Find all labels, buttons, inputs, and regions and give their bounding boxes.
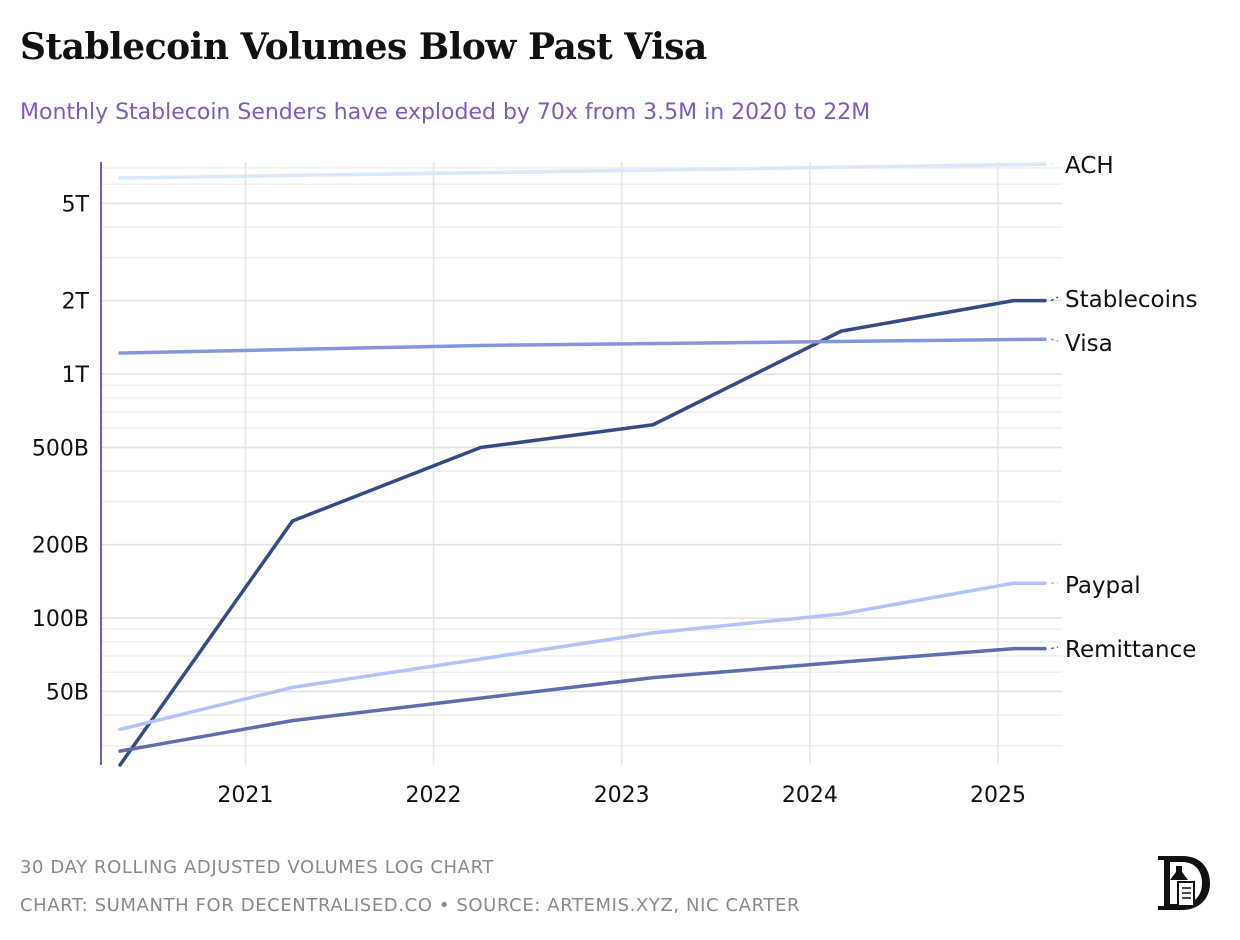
x-tick-label: 2025 (970, 783, 1026, 808)
series-label: Remittance (1065, 637, 1196, 663)
y-tick-label: 50B (46, 681, 89, 706)
x-tick-label: 2021 (217, 783, 273, 808)
label-connector (1050, 646, 1059, 650)
y-tick-label: 100B (32, 607, 89, 632)
label-connector (1050, 296, 1059, 302)
y-tick-label: 2T (62, 290, 90, 315)
x-tick-label: 2022 (406, 783, 462, 808)
chart-title: Stablecoin Volumes Blow Past Visa (20, 26, 707, 68)
y-tick-label: 500B (32, 437, 89, 462)
x-tick-label: 2023 (594, 783, 650, 808)
y-tick-label: 200B (32, 534, 89, 559)
label-connector (1050, 338, 1059, 342)
y-tick-label: 5T (62, 193, 90, 218)
series-line-paypal (118, 581, 1047, 732)
chart-subtitle: Monthly Stablecoin Senders have exploded… (20, 100, 871, 125)
line-chart: 5T 2T 1T 500B 200B 100B 50B 2021 2022 2023 2024 202… (32, 153, 1198, 808)
series-label: Paypal (1065, 573, 1141, 599)
series-line-remittance (118, 646, 1047, 753)
chart-credit: CHART: SUMANTH FOR DECENTRALISED.CO • SO… (20, 895, 801, 916)
decentralised-logo-icon (1158, 856, 1210, 910)
y-tick-label: 1T (62, 363, 90, 388)
label-connector (1050, 162, 1059, 165)
series-label: Stablecoins (1065, 287, 1198, 313)
series-line-ach (118, 162, 1047, 180)
chart-note: 30 DAY ROLLING ADJUSTED VOLUMES LOG CHAR… (20, 857, 494, 878)
x-tick-label: 2024 (782, 783, 838, 808)
series-label: Visa (1065, 331, 1113, 357)
series-line-visa (118, 337, 1047, 355)
series-label: ACH (1065, 153, 1114, 179)
series-line-stablecoins (118, 298, 1047, 767)
